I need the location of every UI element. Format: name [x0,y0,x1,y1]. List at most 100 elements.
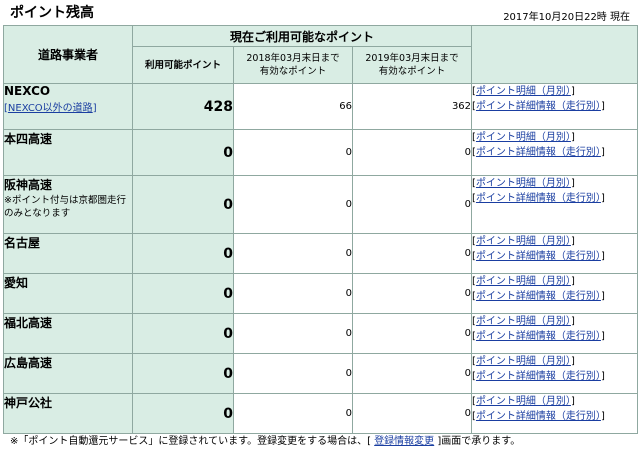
table-row: 愛知 0 0 0 [ポイント明細（月別）] [ポイント詳細情報（走行別）] [3,273,639,314]
operator-name: 愛知 [4,276,29,290]
points-expiring-2018: 0 [233,233,353,274]
monthly-detail-link[interactable]: ポイント明細（月別） [475,396,571,407]
points-expiring-2019: 0 [351,313,473,354]
bracket-open: [ [472,178,476,189]
trip-detail-link[interactable]: ポイント詳細情報（走行別） [475,193,601,204]
links-cell: [ポイント明細（月別）] [ポイント詳細情報（走行別）] [471,83,639,130]
registration-change-link[interactable]: 登録情報変更 [374,436,435,447]
bracket-close: ] [600,251,605,262]
bracket-open: [ [472,371,476,382]
points-expiring-2018: 66 [233,83,353,130]
available-points: 0 [132,273,234,314]
footer-text-after: 画面で承ります。 [441,436,521,447]
available-points: 0 [132,175,234,234]
points-expiring-2019: 0 [351,273,473,314]
bracket-open: [ [472,147,476,158]
table-row: 福北高速 0 0 0 [ポイント明細（月別）] [ポイント詳細情報（走行別）] [3,313,639,354]
points-expiring-2019: 362 [351,83,473,130]
monthly-detail-link[interactable]: ポイント明細（月別） [475,276,571,287]
bracket-close: ] [600,411,605,422]
bracket-close: ] [570,396,575,407]
bracket-close: ] [600,101,605,112]
header-expiry-2019-line2: 有効なポイント [378,66,446,77]
trip-detail-link[interactable]: ポイント詳細情報（走行別） [475,411,601,422]
bracket-close: ] [570,276,575,287]
header-expiry-2019: 2019年03月末日まで 有効なポイント [351,46,473,84]
bracket-close: ] [600,147,605,158]
bracket-open: [ [472,101,476,112]
header-available-points: 現在ご利用可能なポイント [131,25,473,47]
links-cell: [ポイント明細（月別）] [ポイント詳細情報（走行別）] [471,129,639,176]
operator-name: 神戸公社 [4,396,53,410]
bracket-open: [ [472,396,476,407]
sublink-wrapper: [NEXCO以外の道路] [4,103,97,114]
available-points: 0 [132,129,234,176]
monthly-detail-link[interactable]: ポイント明細（月別） [475,316,571,327]
points-expiring-2018: 0 [233,313,353,354]
points-expiring-2019: 0 [351,233,473,274]
bracket-open: [ [472,411,476,422]
monthly-detail-link[interactable]: ポイント明細（月別） [475,236,571,247]
available-points: 428 [132,83,234,130]
bracket-close: ] [600,193,605,204]
bracket-open: [ [472,331,476,342]
header-expiry-2019-line1: 2019年03月末日まで [365,53,459,64]
bracket-open: [ [472,236,476,247]
bracket-open: [ [472,86,476,97]
operator-name: NEXCO [4,84,51,98]
operator-cell: 阪神高速 ※ポイント付与は京都圏走行のみとなります [3,175,133,234]
bracket-close: ] [570,178,575,189]
links-cell: [ポイント明細（月別）] [ポイント詳細情報（走行別）] [471,393,639,434]
available-points: 0 [132,313,234,354]
trip-detail-link[interactable]: ポイント詳細情報（走行別） [475,331,601,342]
trip-detail-link[interactable]: ポイント詳細情報（走行別） [475,147,601,158]
monthly-detail-link[interactable]: ポイント明細（月別） [475,178,571,189]
operator-note: ※ポイント付与は京都圏走行のみとなります [4,195,126,219]
table-row: 本四高速 0 0 0 [ポイント明細（月別）] [ポイント詳細情報（走行別）] [3,129,639,176]
header-operator: 道路事業者 [3,25,133,84]
trip-detail-link[interactable]: ポイント詳細情報（走行別） [475,371,601,382]
points-expiring-2018: 0 [233,353,353,394]
header-available: 利用可能ポイント [132,46,234,84]
operator-cell: 名古屋 [3,233,133,274]
operator-name: 本四高速 [4,132,53,146]
bracket-close: ] [570,316,575,327]
bracket-open: [ [472,316,476,327]
trip-detail-link[interactable]: ポイント詳細情報（走行別） [475,101,601,112]
footer-text-before: ※「ポイント自動還元サービス」に登録されています。登録変更をする場合は、 [10,436,368,447]
operator-cell: 神戸公社 [3,393,133,434]
footer-note: ※「ポイント自動還元サービス」に登録されています。登録変更をする場合は、[ 登録… [10,436,521,447]
operator-name: 福北高速 [4,316,53,330]
bracket-open: [ [472,276,476,287]
bracket-open: [ [472,356,476,367]
bracket-close: ] [600,331,605,342]
other-roads-link[interactable]: NEXCO以外の道路 [7,103,93,114]
header-expiry-2018-line1: 2018年03月末日まで [246,53,340,64]
points-expiring-2018: 0 [233,273,353,314]
operator-name: 名古屋 [4,236,41,250]
monthly-detail-link[interactable]: ポイント明細（月別） [475,132,571,143]
bracket-close: ] [600,371,605,382]
trip-detail-link[interactable]: ポイント詳細情報（走行別） [475,251,601,262]
monthly-detail-link[interactable]: ポイント明細（月別） [475,86,571,97]
bracket-open: [ [472,251,476,262]
bracket-open: [ [472,291,476,302]
page-title: ポイント残高 [10,5,94,21]
trip-detail-link[interactable]: ポイント詳細情報（走行別） [475,291,601,302]
bracket-close: ] [600,291,605,302]
points-expiring-2018: 0 [233,129,353,176]
operator-cell: 福北高速 [3,313,133,354]
bracket-close: ] [570,132,575,143]
available-points: 0 [132,393,234,434]
bracket-close: ] [570,86,575,97]
header-links [471,25,639,84]
operator-name: 阪神高速 [4,178,53,192]
bracket-open: [ [472,193,476,204]
links-cell: [ポイント明細（月別）] [ポイント詳細情報（走行別）] [471,233,639,274]
links-cell: [ポイント明細（月別）] [ポイント詳細情報（走行別）] [471,313,639,354]
points-expiring-2018: 0 [233,175,353,234]
operator-cell: 広島高速 [3,353,133,394]
points-expiring-2019: 0 [351,129,473,176]
monthly-detail-link[interactable]: ポイント明細（月別） [475,356,571,367]
points-expiring-2019: 0 [351,175,473,234]
